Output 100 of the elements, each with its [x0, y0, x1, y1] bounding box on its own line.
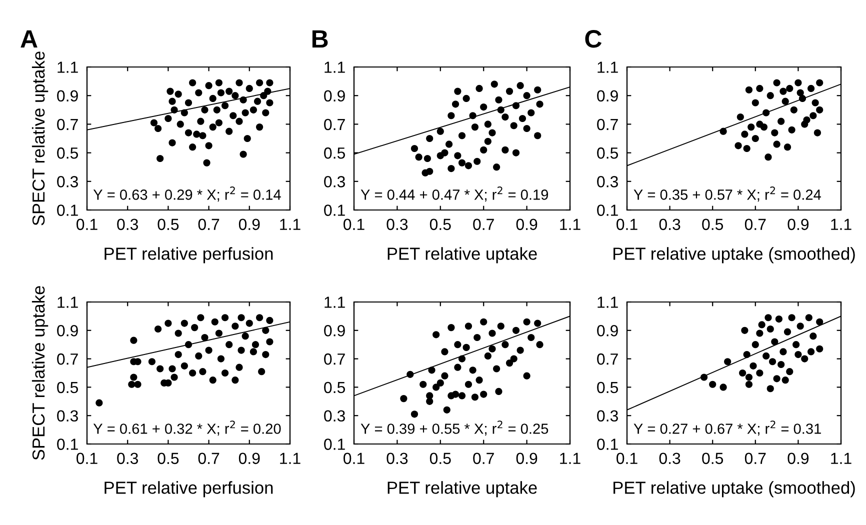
y-tick-label: 1.1 — [58, 62, 78, 73]
point — [222, 102, 229, 110]
y-tick-label: 0.3 — [57, 410, 78, 422]
point — [474, 334, 481, 342]
x-tick-label: 0.5 — [702, 218, 724, 230]
point — [458, 355, 466, 362]
point — [484, 120, 492, 128]
point — [232, 322, 239, 330]
point — [232, 92, 239, 100]
annotation: Y = 0.35 + 0.57 * X; r$^{2}$ = 0.24 — [634, 186, 821, 202]
x-tick-label: 1.1 — [831, 452, 852, 464]
point — [752, 341, 759, 348]
point — [156, 154, 164, 162]
point — [250, 348, 257, 356]
point — [510, 355, 518, 362]
point — [448, 112, 455, 120]
point — [720, 128, 727, 135]
point — [452, 100, 460, 108]
y-tick-label: 0.3 — [597, 410, 618, 422]
point — [782, 98, 789, 105]
point — [764, 154, 772, 161]
point — [254, 98, 262, 105]
point — [150, 119, 158, 126]
point — [796, 89, 804, 96]
point — [446, 140, 453, 148]
point — [502, 341, 509, 348]
point — [786, 84, 794, 92]
point — [400, 395, 408, 402]
point — [739, 369, 746, 377]
point — [805, 314, 812, 322]
point — [536, 341, 544, 348]
point — [756, 369, 764, 377]
point — [240, 150, 247, 158]
y-tick-label: 0.5 — [324, 382, 345, 394]
y-tick-label: 0.7 — [57, 353, 78, 365]
point — [495, 388, 502, 395]
point — [523, 318, 530, 326]
y-tick-label: 1.1 — [598, 296, 618, 308]
y-tick-label: 0.7 — [324, 353, 345, 365]
y-axis-title: SPECT relative uptake — [32, 52, 48, 226]
point — [745, 86, 753, 94]
point — [215, 119, 222, 126]
point — [488, 345, 496, 352]
point — [756, 84, 764, 92]
annotation: Y = 0.63 + 0.29 * X; r$^{2}$ = 0.14 — [93, 186, 281, 202]
point — [170, 106, 178, 114]
point — [174, 90, 182, 98]
y-tick-label: 0.1 — [324, 438, 345, 450]
point — [213, 106, 220, 114]
point — [184, 129, 192, 136]
y-tick-label: 0.1 — [597, 438, 618, 450]
point — [816, 79, 824, 86]
point — [238, 314, 245, 322]
point — [458, 159, 466, 166]
point — [256, 124, 264, 131]
point — [534, 320, 542, 327]
point — [709, 380, 716, 388]
point — [201, 106, 208, 114]
point — [195, 89, 202, 96]
point — [801, 355, 808, 362]
point — [189, 79, 196, 86]
point — [788, 126, 796, 134]
x-tick-label: 0.3 — [117, 452, 138, 464]
y-tick-label: 1.1 — [598, 62, 618, 73]
point — [523, 92, 530, 100]
point — [752, 134, 759, 142]
y-tick-label: 0.5 — [597, 382, 618, 394]
point — [794, 351, 802, 358]
x-tick-label: 0.3 — [117, 218, 138, 230]
point — [506, 360, 514, 367]
point — [454, 152, 462, 160]
y-tick-label: 0.7 — [597, 353, 618, 365]
point — [736, 114, 744, 121]
point — [174, 351, 182, 358]
annotation: Y = 0.61 + 0.32 * X; r$^{2}$ = 0.20 — [93, 420, 281, 436]
point — [534, 132, 542, 140]
x-tick-label: 0.3 — [659, 218, 680, 230]
point — [812, 99, 819, 106]
point — [266, 99, 274, 106]
point — [96, 399, 103, 406]
x-axis-title: PET relative uptake — [388, 481, 537, 498]
point — [443, 406, 450, 414]
point — [242, 332, 249, 340]
point — [798, 94, 806, 102]
point — [424, 154, 431, 162]
y-tick-label: 0.9 — [597, 90, 618, 102]
x-tick-label: 0.5 — [702, 452, 724, 464]
point — [222, 369, 229, 377]
point — [266, 79, 274, 86]
point — [156, 365, 164, 372]
point — [197, 118, 204, 125]
point — [745, 380, 753, 388]
point — [170, 374, 178, 381]
x-tick-label: 0.7 — [198, 452, 220, 464]
point — [792, 341, 800, 348]
point — [790, 106, 798, 114]
point — [764, 314, 772, 322]
point — [512, 326, 520, 334]
y-tick-label: 0.1 — [57, 204, 78, 216]
point — [128, 380, 136, 388]
